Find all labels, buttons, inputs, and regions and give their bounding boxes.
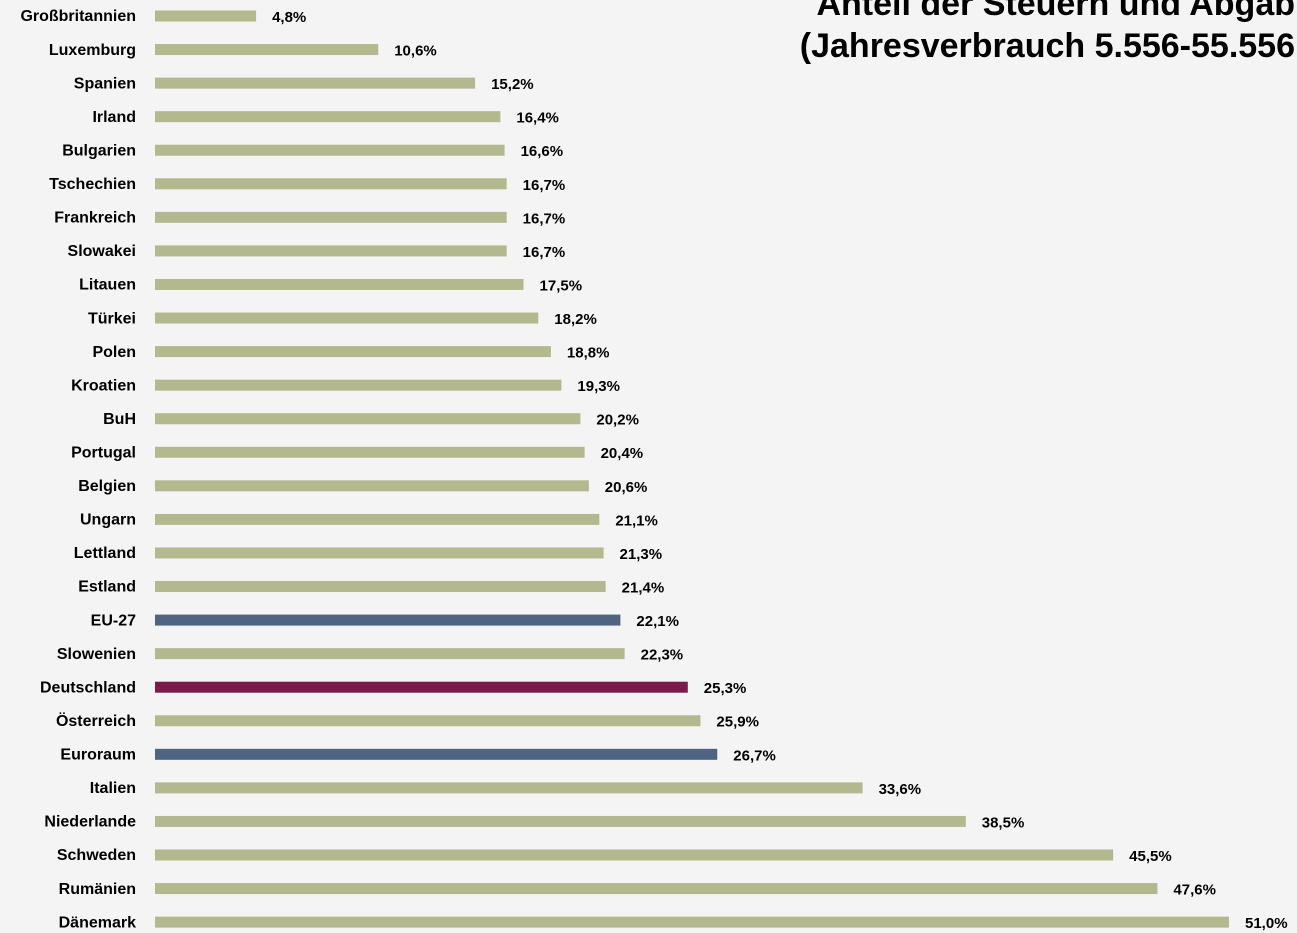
bar [155, 413, 581, 425]
bar [155, 211, 507, 223]
value-label: 21,1% [615, 512, 658, 529]
value-label: 18,8% [567, 345, 610, 362]
category-label: Deutschland [40, 679, 136, 696]
value-label: 20,4% [601, 445, 644, 462]
value-label: 16,7% [523, 177, 566, 194]
value-label: 45,5% [1129, 848, 1172, 865]
chart-title: Anteil der Steuern und Abgab [816, 0, 1295, 23]
category-label: Portugal [71, 444, 136, 461]
category-label: Euroraum [60, 747, 136, 764]
category-label: EU-27 [91, 612, 136, 629]
value-label: 26,7% [733, 747, 776, 764]
value-label: 20,2% [596, 412, 639, 429]
value-label: 18,2% [554, 311, 597, 328]
bar [155, 648, 625, 660]
value-label: 16,7% [523, 210, 566, 227]
bar [155, 513, 600, 525]
category-label: Slowenien [57, 646, 136, 663]
category-label: Spanien [74, 75, 136, 92]
value-label: 16,7% [523, 244, 566, 261]
bar [155, 480, 589, 492]
category-label: Luxemburg [49, 42, 136, 59]
bar [155, 748, 718, 760]
value-label: 33,6% [879, 781, 922, 798]
value-label: 19,3% [577, 378, 620, 395]
category-label: Polen [92, 344, 136, 361]
category-label: Irland [92, 109, 136, 126]
bar [155, 178, 507, 190]
bar [155, 782, 863, 794]
value-label: 22,1% [636, 613, 679, 630]
bar [155, 446, 585, 458]
bar [155, 10, 257, 22]
bar [155, 715, 701, 727]
category-label: Ungarn [80, 512, 136, 529]
bar [155, 614, 621, 626]
category-label: Estland [78, 579, 136, 596]
category-label: Litauen [79, 277, 136, 294]
category-label: Österreich [56, 711, 136, 730]
value-label: 4,8% [272, 9, 306, 26]
category-label: Belgien [78, 478, 136, 495]
bar [155, 111, 501, 123]
category-label: Lettland [74, 545, 136, 562]
category-label: Frankreich [54, 210, 136, 227]
bar [155, 849, 1114, 861]
bar [155, 916, 1229, 928]
category-label: Dänemark [59, 914, 136, 931]
bar [155, 815, 966, 827]
value-label: 10,6% [394, 43, 437, 60]
value-label: 51,0% [1245, 915, 1288, 932]
bar [155, 681, 688, 693]
category-label: Slowakei [68, 243, 136, 260]
category-label: Rumänien [59, 881, 136, 898]
value-label: 16,6% [521, 143, 564, 160]
category-label: Niederlande [44, 814, 136, 831]
bar [155, 312, 539, 324]
value-label: 20,6% [605, 479, 648, 496]
value-label: 38,5% [982, 814, 1025, 831]
value-label: 47,6% [1173, 882, 1216, 899]
category-label: Türkei [88, 310, 136, 327]
category-label: Tschechien [49, 176, 136, 193]
value-label: 21,3% [620, 546, 663, 563]
bar [155, 77, 476, 89]
category-label: Schweden [57, 847, 136, 864]
value-label: 15,2% [491, 76, 534, 93]
bar [155, 144, 505, 156]
bar [155, 44, 379, 56]
category-label: Bulgarien [62, 142, 136, 159]
chart-subtitle: (Jahresverbrauch 5.556-55.556 [800, 27, 1295, 65]
value-label: 21,4% [622, 579, 665, 596]
bar [155, 547, 604, 559]
value-label: 25,3% [704, 680, 747, 697]
bar [155, 883, 1158, 895]
value-label: 22,3% [641, 647, 684, 664]
category-label: Kroatien [71, 377, 136, 394]
category-label: Großbritannien [20, 8, 136, 25]
bar [155, 346, 551, 358]
value-label: 25,9% [716, 714, 759, 731]
bar [155, 379, 562, 391]
bar [155, 278, 524, 290]
bar [155, 581, 606, 593]
bar [155, 245, 507, 257]
value-label: 16,4% [516, 110, 559, 127]
category-label: Italien [90, 780, 136, 797]
value-label: 17,5% [540, 277, 583, 294]
category-label: BuH [103, 411, 136, 428]
